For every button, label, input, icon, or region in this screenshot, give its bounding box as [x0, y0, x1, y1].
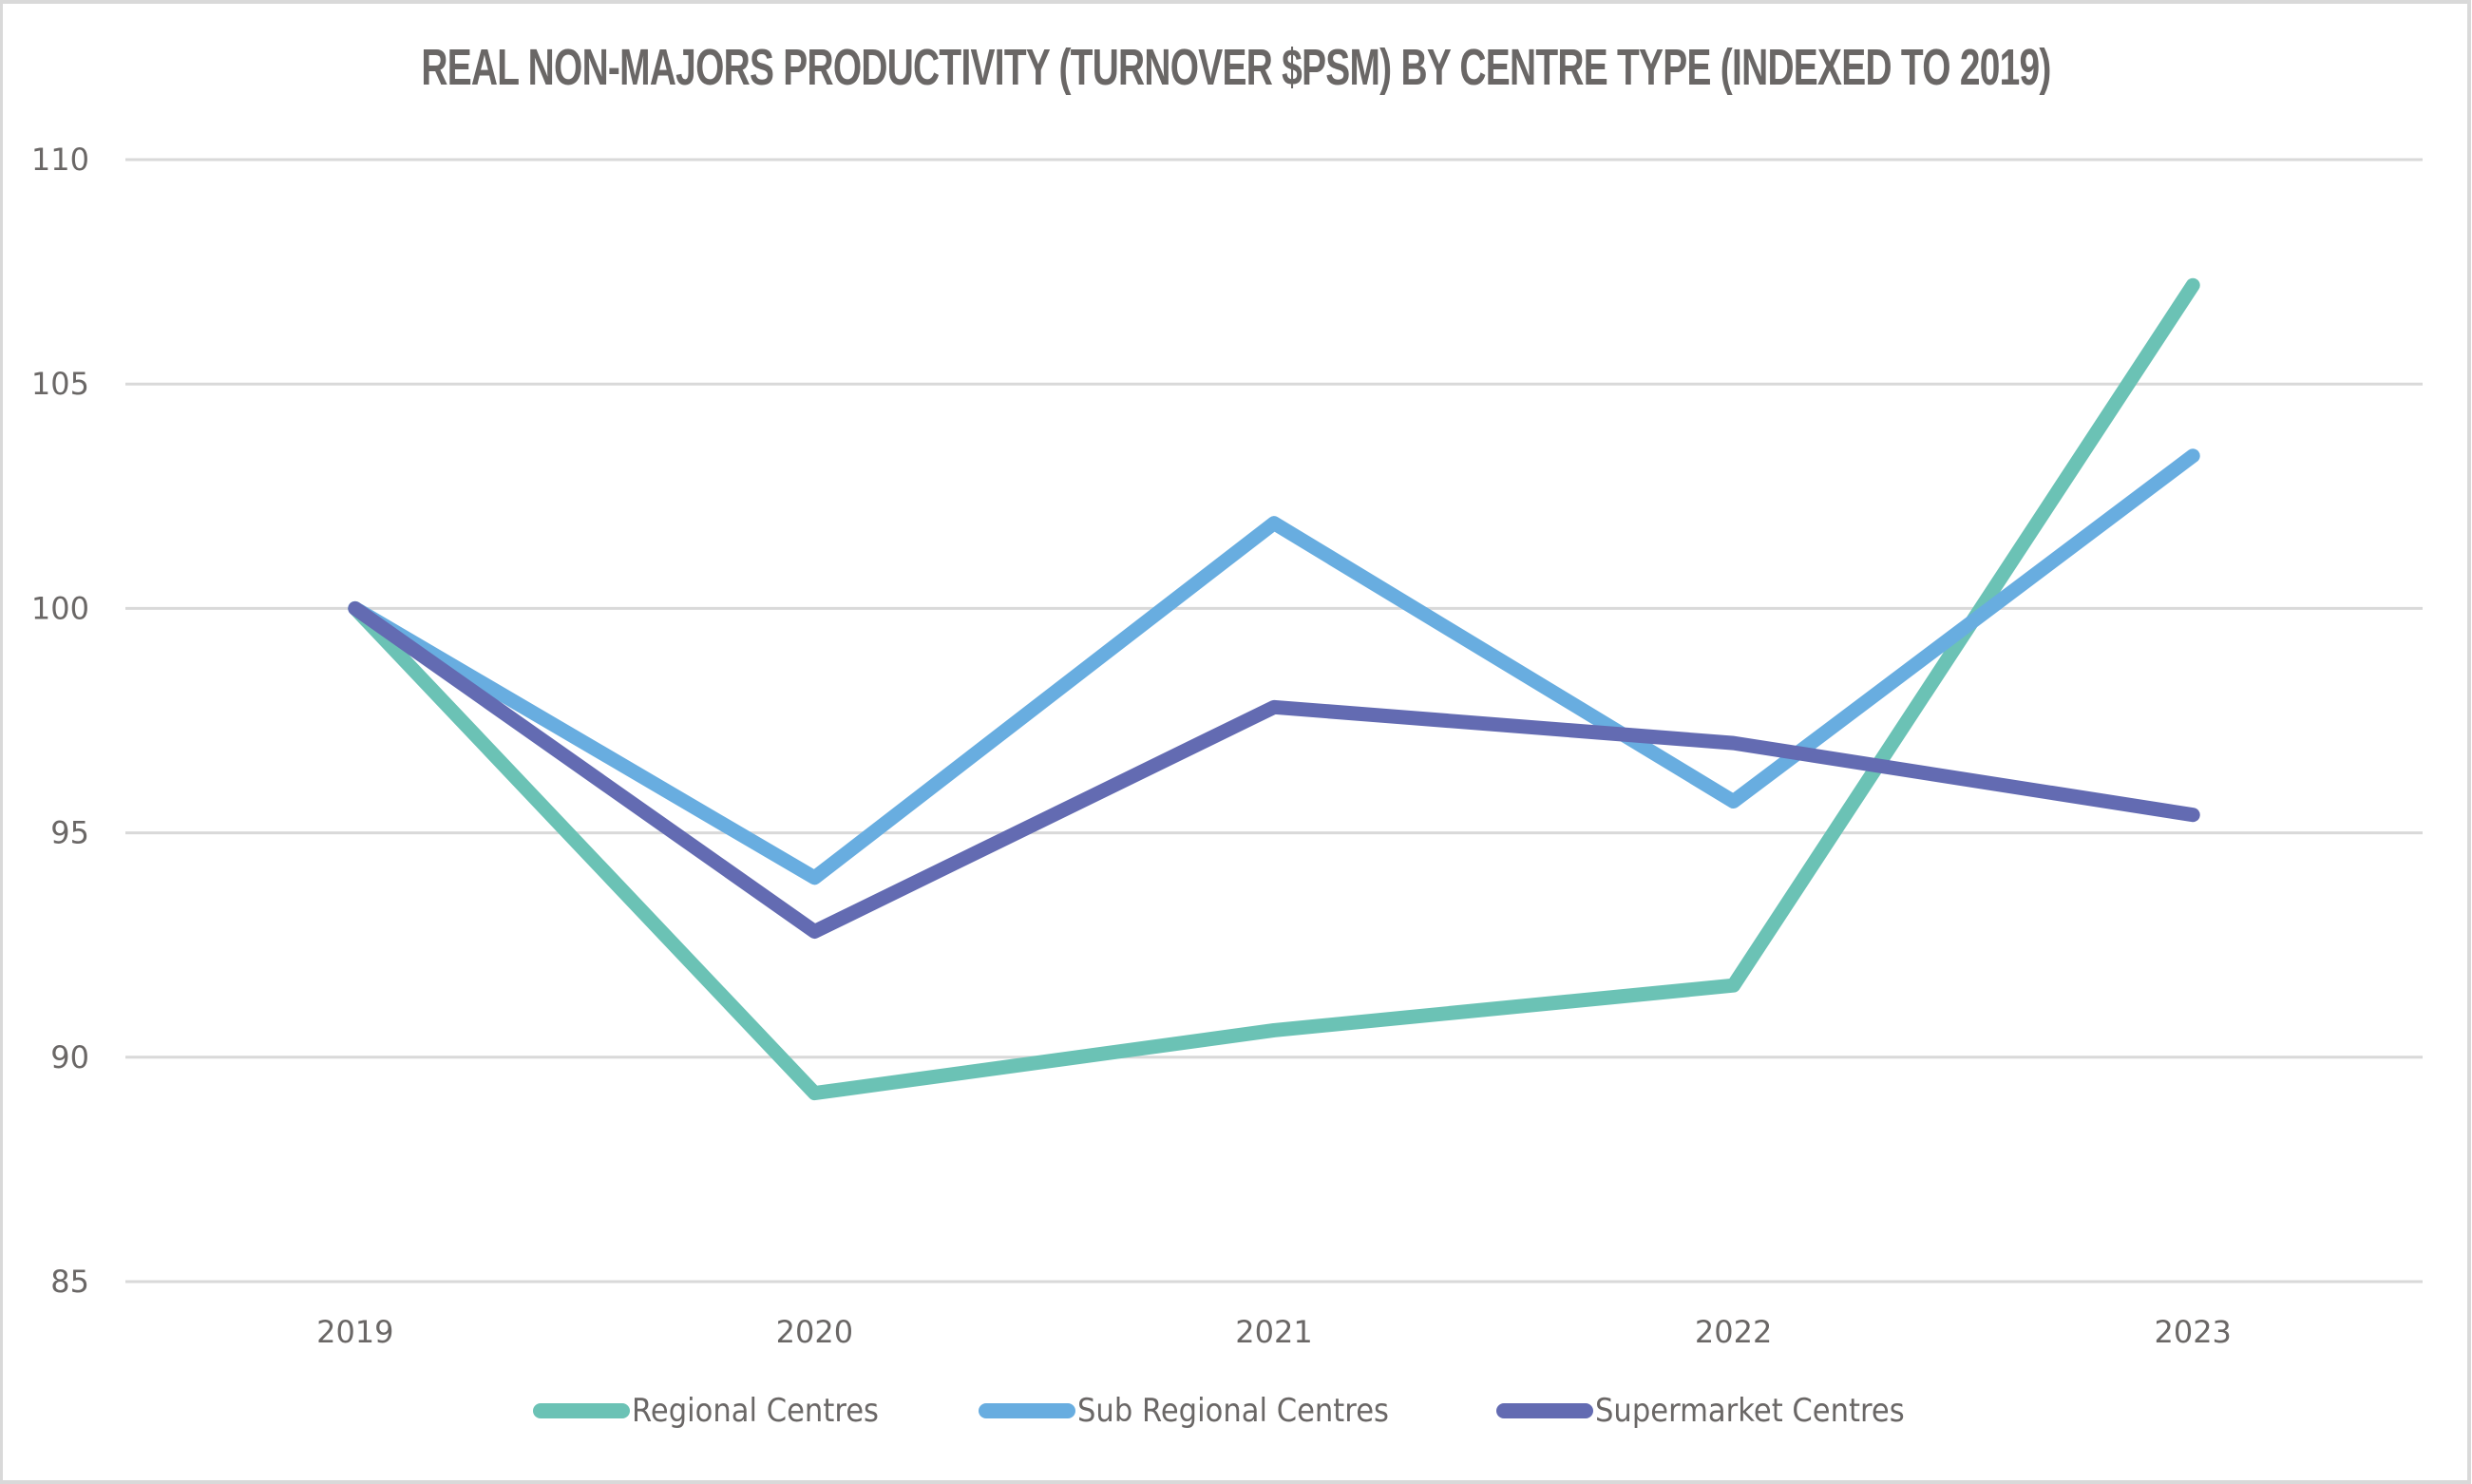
- legend-label: Regional Centres: [632, 1392, 880, 1430]
- chart-title: REAL NON-MAJORS PRODUCTIVITY (TURNOVER $…: [421, 39, 2051, 96]
- x-tick-label: 2023: [2154, 1314, 2231, 1350]
- y-tick-label: 105: [31, 366, 89, 402]
- y-tick-label: 95: [50, 815, 89, 851]
- x-axis-tick-labels: 2019 2020 2021 2022 2023: [316, 1314, 2232, 1350]
- legend-item-sub-regional-centres[interactable]: Sub Regional Centres: [979, 1392, 1423, 1430]
- legend-label: Sub Regional Centres: [1077, 1392, 1390, 1430]
- series-line-regional-centres[interactable]: [348, 277, 2200, 1101]
- x-tick-label: 2022: [1695, 1314, 1772, 1350]
- legend: Regional Centres Sub Regional Centres Su…: [0, 1392, 2472, 1430]
- x-tick-label: 2021: [1235, 1314, 1312, 1350]
- legend-swatch-supermarket-centres: [1495, 1403, 1593, 1418]
- legend-swatch-sub-regional-centres: [979, 1403, 1076, 1418]
- x-tick-label: 2020: [776, 1314, 853, 1350]
- gridlines: [125, 158, 2423, 1284]
- y-tick-label: 110: [31, 142, 89, 178]
- legend-item-regional-centres[interactable]: Regional Centres: [533, 1392, 906, 1430]
- y-tick-label: 90: [50, 1039, 89, 1075]
- y-axis-tick-labels: 85 90 95 100 105 110: [31, 142, 89, 1300]
- series-lines: [348, 277, 2200, 1101]
- y-tick-label: 85: [50, 1264, 89, 1300]
- legend-swatch-regional-centres: [533, 1403, 631, 1418]
- x-tick-label: 2019: [316, 1314, 393, 1350]
- legend-label: Supermarket Centres: [1594, 1392, 1905, 1430]
- legend-item-supermarket-centres[interactable]: Supermarket Centres: [1495, 1392, 1939, 1430]
- y-tick-label: 100: [31, 590, 89, 626]
- series-line-sub-regional-centres[interactable]: [348, 448, 2200, 885]
